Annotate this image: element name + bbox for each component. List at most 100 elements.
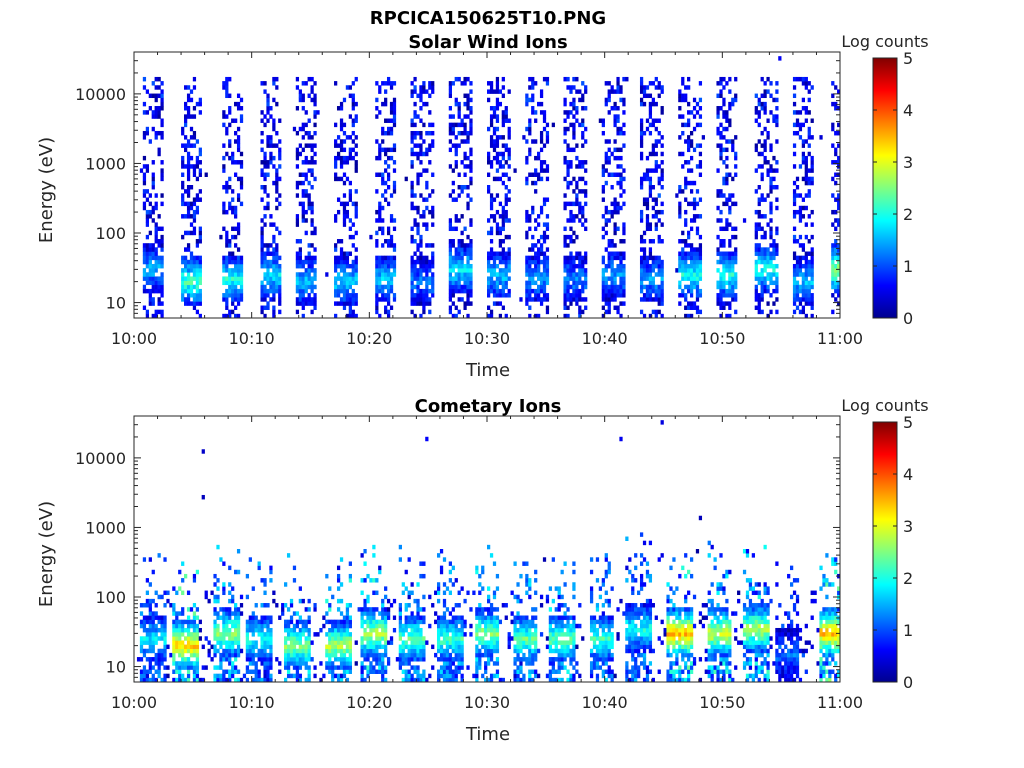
heatmap-cell — [642, 230, 647, 236]
heatmap-cell — [831, 81, 835, 86]
heatmap-cell — [236, 93, 241, 99]
heatmap-cell — [804, 176, 808, 182]
heatmap-cell — [507, 263, 511, 269]
heatmap-cell — [345, 665, 350, 670]
heatmap-cell — [572, 284, 576, 290]
heatmap-cell — [145, 669, 150, 674]
heatmap-cell — [581, 284, 585, 290]
heatmap-cell — [195, 209, 200, 215]
heatmap-cell — [801, 272, 805, 277]
heatmap-cell — [325, 644, 329, 650]
heatmap-cell — [239, 118, 244, 123]
heatmap-cell — [495, 230, 500, 236]
heatmap-cell — [307, 276, 311, 281]
heatmap-cell — [351, 147, 355, 153]
heatmap-cell — [584, 255, 588, 261]
heatmap-cell — [225, 93, 229, 99]
heatmap-cell — [342, 180, 347, 186]
heatmap-cell — [622, 268, 626, 273]
heatmap-cell — [660, 85, 664, 90]
heatmap-cell — [489, 214, 494, 219]
heatmap-cell — [160, 648, 164, 654]
heatmap-cell — [466, 284, 470, 290]
heatmap-cell — [181, 297, 185, 302]
heatmap-cell — [801, 214, 805, 219]
heatmap-cell — [263, 114, 267, 119]
heatmap-cell — [251, 644, 255, 650]
heatmap-cell — [392, 263, 397, 269]
heatmap-cell — [310, 309, 314, 315]
x-tick-label: 10:20 — [346, 329, 392, 348]
heatmap-cell — [248, 627, 252, 633]
heatmap-cell — [689, 218, 694, 223]
heatmap-cell — [492, 143, 497, 148]
heatmap-cell — [616, 263, 620, 269]
heatmap-cell — [145, 598, 150, 604]
heatmap-cell — [342, 288, 347, 294]
heatmap-cell — [339, 297, 344, 302]
heatmap-cell — [301, 126, 305, 132]
heatmap-cell — [278, 255, 282, 261]
heatmap-cell — [222, 297, 226, 302]
heatmap-cell — [404, 627, 408, 633]
heatmap-cell — [531, 255, 535, 261]
heatmap-cell — [360, 619, 364, 625]
heatmap-cell — [266, 301, 270, 306]
heatmap-cell — [601, 272, 605, 277]
heatmap-cell — [725, 251, 729, 256]
heatmap-cell — [331, 661, 335, 666]
heatmap-cell — [275, 189, 279, 194]
heatmap-cell — [422, 276, 426, 281]
heatmap-cell — [719, 293, 723, 298]
heatmap-cell — [369, 623, 373, 629]
heatmap-cell — [528, 259, 532, 265]
heatmap-cell — [354, 272, 358, 277]
heatmap-cell — [381, 665, 385, 670]
heatmap-cell — [831, 255, 835, 261]
heatmap-cell — [336, 263, 341, 269]
heatmap-cell — [269, 632, 273, 637]
heatmap-cell — [222, 677, 226, 682]
heatmap-cell — [260, 305, 264, 310]
heatmap-cell — [678, 284, 682, 290]
heatmap-cell — [325, 619, 329, 625]
heatmap-cell — [154, 611, 158, 616]
heatmap-cell — [213, 594, 217, 600]
heatmap-cell — [660, 201, 664, 207]
heatmap-cell — [381, 276, 385, 281]
heatmap-cell — [566, 255, 570, 261]
heatmap-cell — [463, 101, 467, 107]
heatmap-cell — [295, 164, 300, 169]
heatmap-cell — [189, 97, 194, 103]
heatmap-cell — [278, 301, 282, 306]
heatmap-cell — [354, 301, 358, 306]
heatmap-cell — [272, 288, 276, 294]
heatmap-cell — [251, 632, 255, 637]
heatmap-cell — [654, 272, 658, 277]
heatmap-cell — [381, 126, 385, 132]
heatmap-cell — [451, 293, 455, 298]
heatmap-cell — [681, 293, 685, 298]
heatmap-cell — [489, 85, 494, 90]
heatmap-cell — [378, 155, 382, 161]
heatmap-cell — [148, 623, 152, 629]
heatmap-cell — [719, 226, 723, 232]
heatmap-cell — [504, 251, 508, 256]
heatmap-cell — [286, 652, 291, 658]
heatmap-cell — [569, 180, 573, 186]
heatmap-cell — [295, 632, 300, 637]
heatmap-cell — [642, 239, 647, 244]
heatmap-cell — [266, 272, 270, 277]
heatmap-cell — [578, 189, 582, 194]
heatmap-cell — [460, 214, 464, 219]
heatmap-cell — [336, 565, 341, 571]
heatmap-cell — [804, 85, 808, 90]
heatmap-cell — [684, 272, 688, 277]
heatmap-cell — [539, 168, 544, 173]
heatmap-cell — [619, 172, 623, 177]
heatmap-cell — [469, 255, 473, 261]
heatmap-cell — [372, 590, 376, 596]
heatmap-cell — [189, 268, 194, 273]
heatmap-cell — [354, 255, 358, 261]
heatmap-cell — [639, 284, 644, 290]
